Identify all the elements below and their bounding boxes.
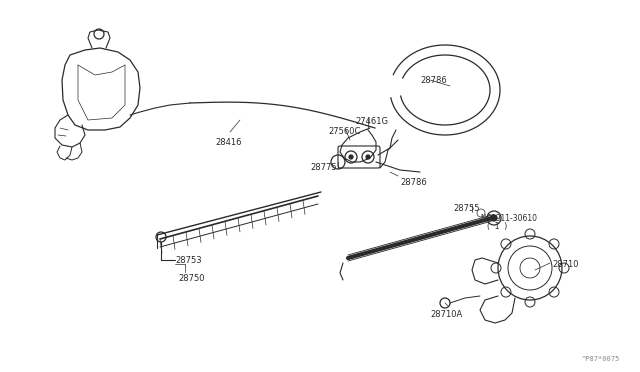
Text: 27461G: 27461G	[355, 117, 388, 126]
Text: 28753: 28753	[175, 256, 202, 265]
Text: 28786: 28786	[400, 178, 427, 187]
Text: (  1  ): ( 1 )	[487, 222, 508, 231]
Text: N: N	[480, 214, 485, 220]
Text: 28786: 28786	[420, 76, 447, 85]
Text: 28775: 28775	[310, 163, 337, 172]
Text: 28750: 28750	[178, 274, 205, 283]
Text: ^P87*0075: ^P87*0075	[582, 356, 620, 362]
Text: 27560C: 27560C	[328, 127, 360, 136]
Text: 28710: 28710	[552, 260, 579, 269]
Text: 28710A: 28710A	[430, 310, 462, 319]
Text: 28416: 28416	[215, 138, 241, 147]
Circle shape	[349, 155, 353, 159]
Text: 28755: 28755	[453, 204, 479, 213]
Circle shape	[491, 215, 497, 221]
Text: 08911-30610: 08911-30610	[487, 214, 538, 223]
Circle shape	[366, 155, 370, 159]
